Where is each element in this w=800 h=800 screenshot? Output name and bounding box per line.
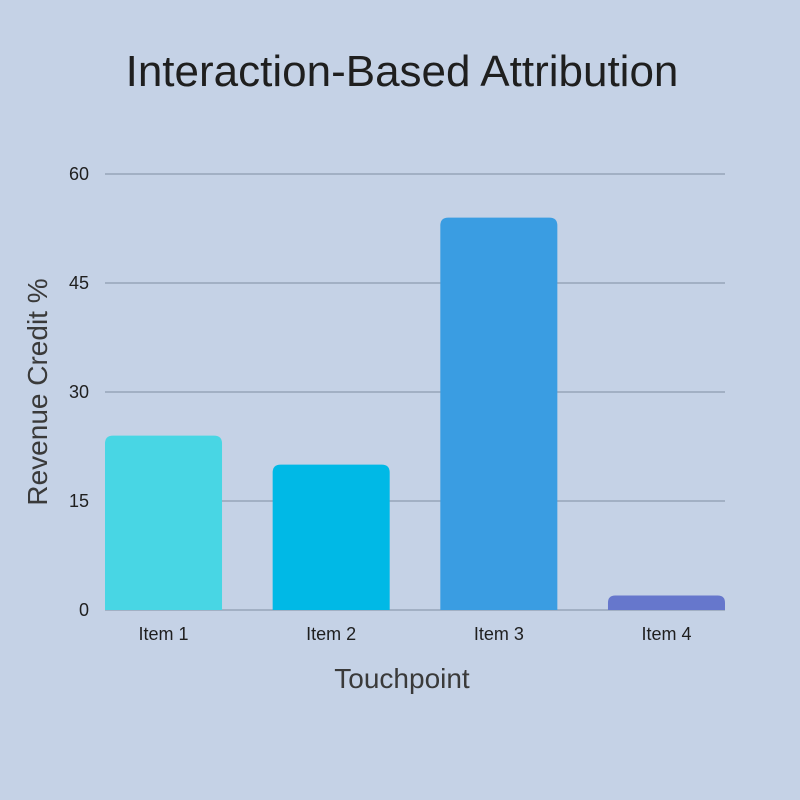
- y-tick-label: 45: [69, 273, 89, 293]
- bar-item-4: [607, 595, 725, 610]
- y-tick-label: 60: [69, 164, 89, 184]
- y-tick-label: 15: [69, 491, 89, 511]
- y-tick-label: 0: [79, 600, 89, 620]
- bar-item-1: [105, 435, 223, 610]
- x-tick-label: Item 2: [306, 624, 356, 644]
- y-tick-label: 30: [69, 382, 89, 402]
- x-tick-label: Item 3: [474, 624, 524, 644]
- bar-item-2: [272, 464, 390, 610]
- x-axis-title: Touchpoint: [334, 663, 470, 694]
- x-tick-label: Item 1: [138, 624, 188, 644]
- x-tick-label: Item 4: [641, 624, 691, 644]
- bar-item-3: [440, 217, 558, 610]
- y-axis-title: Revenue Credit %: [22, 278, 53, 505]
- y-axis-ticks: 0 15 30 45 60: [69, 164, 89, 620]
- bars: [105, 217, 725, 610]
- chart-title: Interaction-Based Attribution: [126, 47, 679, 96]
- x-axis-ticks: Item 1 Item 2 Item 3 Item 4: [138, 624, 691, 644]
